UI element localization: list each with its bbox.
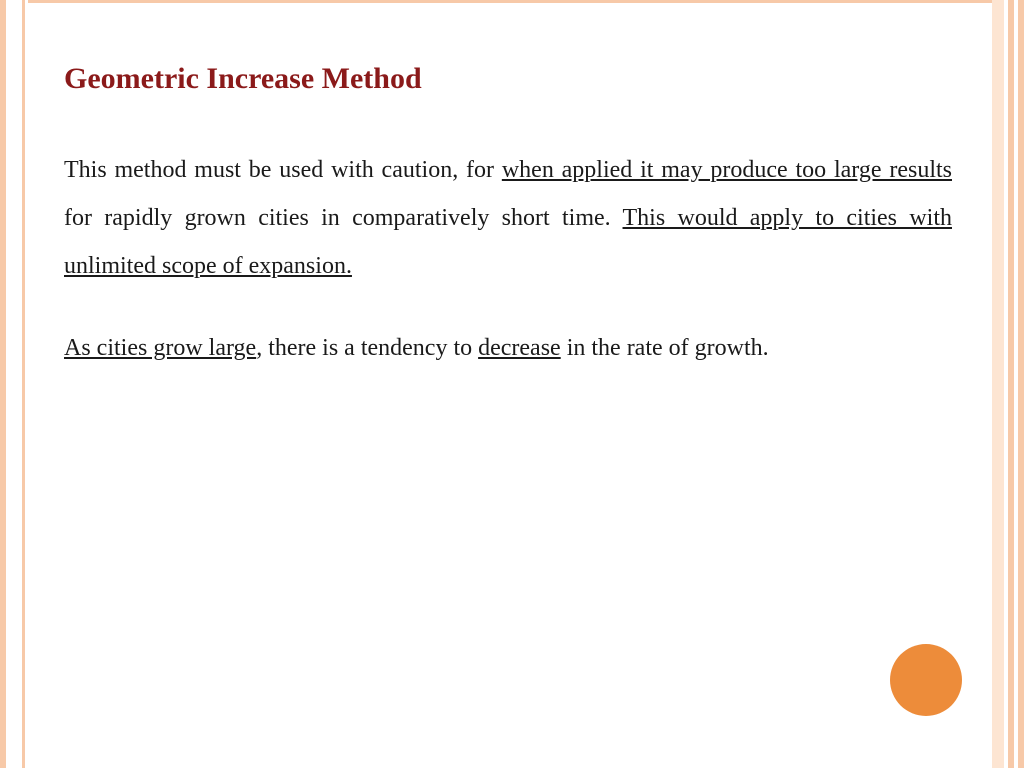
paragraph-2: As cities grow large, there is a tendenc… [64,324,952,372]
underlined-text: As cities grow large [64,335,256,361]
slide-title: Geometric Increase Method [64,62,952,96]
paragraph-1: This method must be used with caution, f… [64,146,952,290]
accent-circle-icon [890,644,962,716]
text-run: in the rate of growth. [561,335,769,361]
underlined-text: decrease [478,335,561,361]
underlined-text: when applied it may produce too large re… [502,157,952,183]
text-run: This method must be used with caution, f… [64,157,502,183]
slide-border-left [0,0,28,768]
text-run: , there is a tendency to [256,335,478,361]
slide-content: Geometric Increase Method This method mu… [64,62,952,406]
text-run: for rapidly grown cities in comparativel… [64,205,623,231]
slide-border-right [992,0,1024,768]
